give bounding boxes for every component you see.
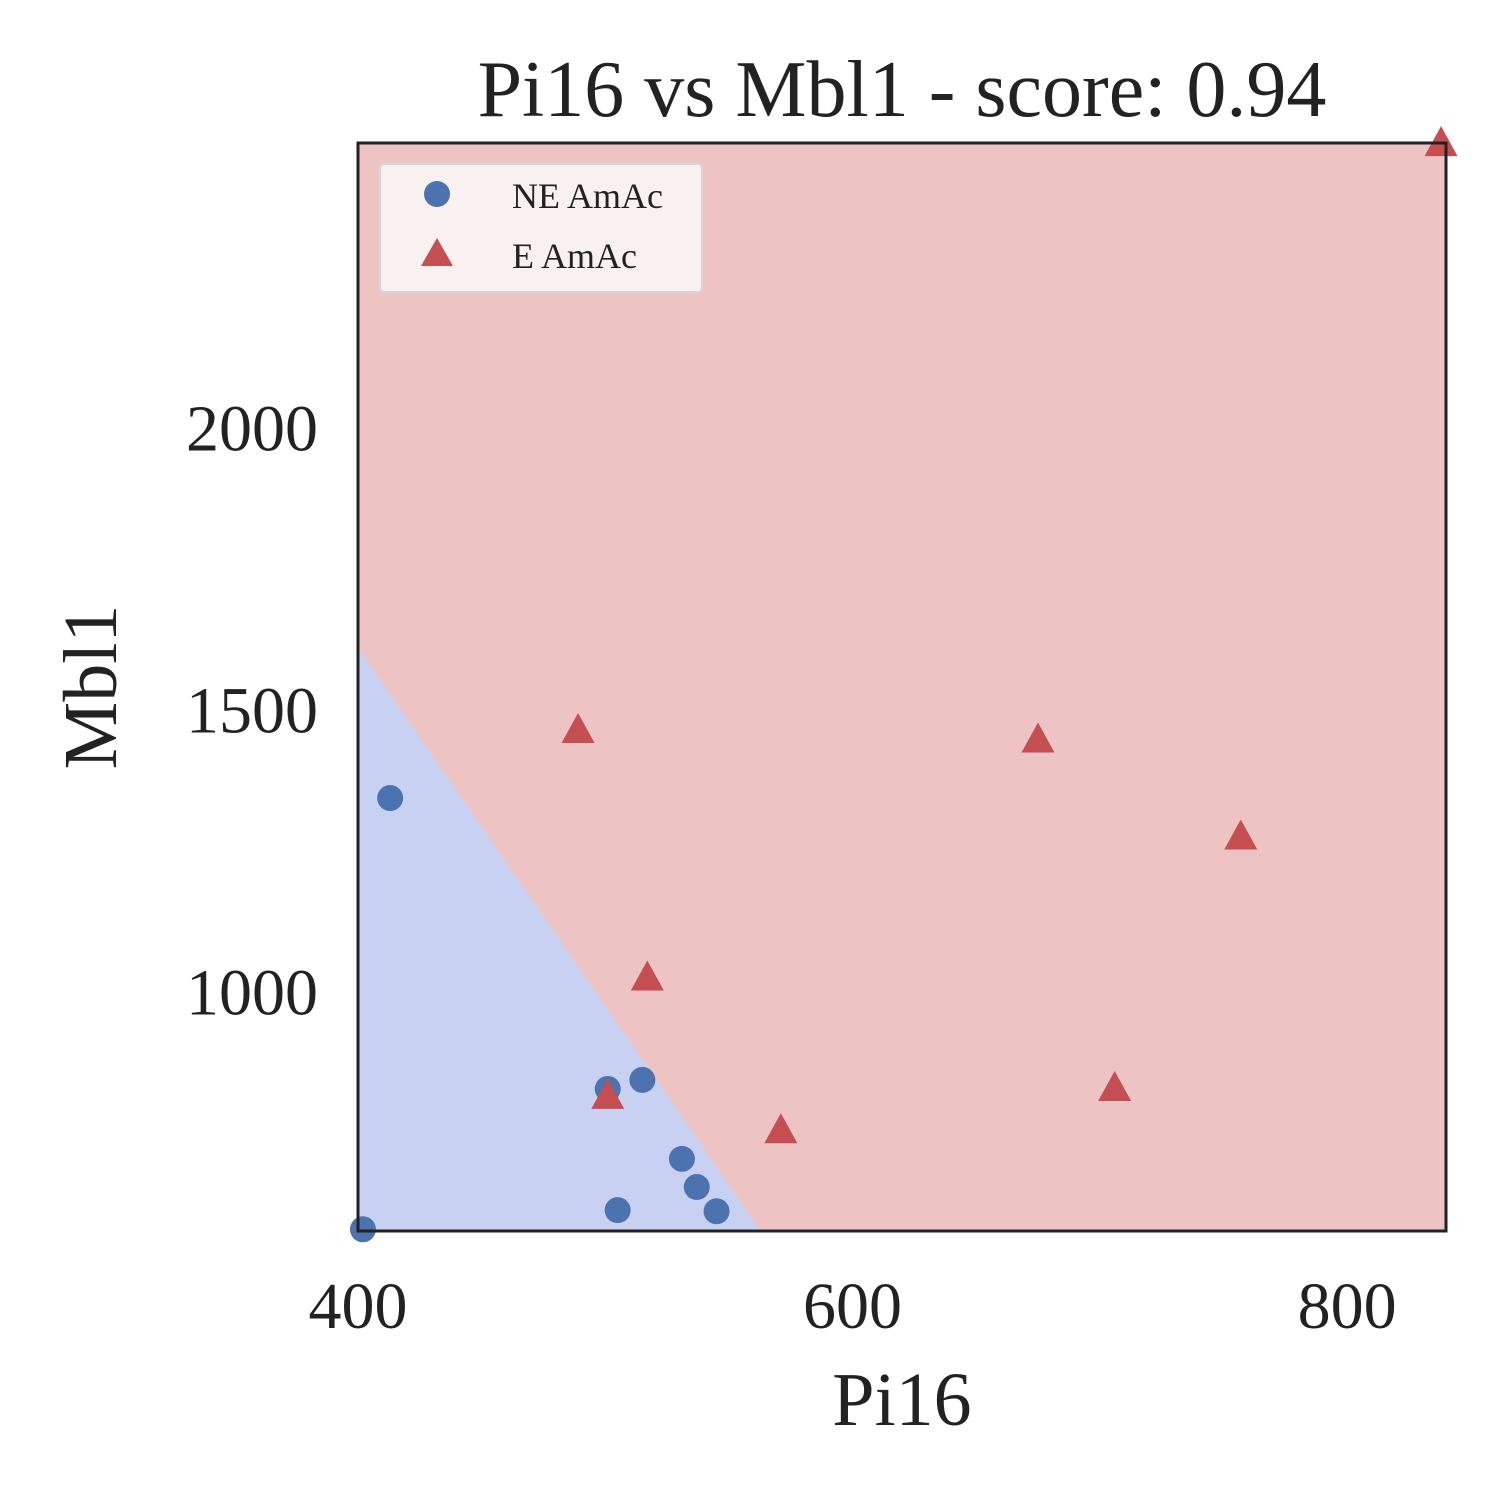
y-axis-ticks: 1000 1500 2000: [186, 393, 318, 1030]
x-tick-label-400: 400: [309, 1270, 408, 1343]
chart-title: Pi16 vs Mbl1 - score: 0.94: [478, 46, 1327, 134]
ne-amac-point-0: [349, 1216, 376, 1243]
e-amac-point-4: [1021, 722, 1055, 753]
x-axis-label: Pi16: [832, 1358, 971, 1442]
e-amac-point-2: [630, 960, 664, 991]
y-tick-label-1000: 1000: [186, 956, 318, 1029]
legend-marker-e-amac: [421, 238, 453, 266]
y-axis-label: Mbl1: [49, 605, 133, 770]
e-amac-point-1: [591, 1078, 625, 1109]
e-amac-point-7: [1424, 126, 1458, 157]
y-tick-label-1500: 1500: [186, 675, 318, 748]
region-ne-amac: [358, 647, 762, 1231]
legend-label-ne-amac: NE AmAc: [512, 176, 663, 216]
e-amac-point-6: [1224, 819, 1258, 850]
legend-marker-ne-amac: [424, 181, 450, 207]
x-tick-label-600: 600: [803, 1270, 902, 1343]
ne-amac-point-6: [683, 1174, 710, 1201]
legend-label-e-amac: E AmAc: [512, 236, 637, 276]
points-layer: [349, 126, 1458, 1243]
e-amac-point-0: [561, 712, 595, 743]
plot-area: [349, 126, 1458, 1243]
x-axis-ticks: 400 600 800: [309, 1270, 1397, 1343]
e-amac-point-3: [764, 1113, 798, 1144]
plot-frame: [356, 141, 1448, 1233]
ne-amac-point-5: [668, 1145, 695, 1172]
legend-box: [379, 163, 703, 293]
ne-amac-point-3: [604, 1197, 631, 1224]
x-tick-label-800: 800: [1298, 1270, 1397, 1343]
e-amac-point-5: [1098, 1070, 1132, 1101]
ne-amac-point-4: [629, 1066, 656, 1093]
y-tick-label-2000: 2000: [186, 393, 318, 466]
ne-amac-point-1: [377, 785, 404, 812]
ne-amac-point-7: [703, 1198, 730, 1225]
legend: NE AmAc E AmAc: [379, 163, 703, 293]
